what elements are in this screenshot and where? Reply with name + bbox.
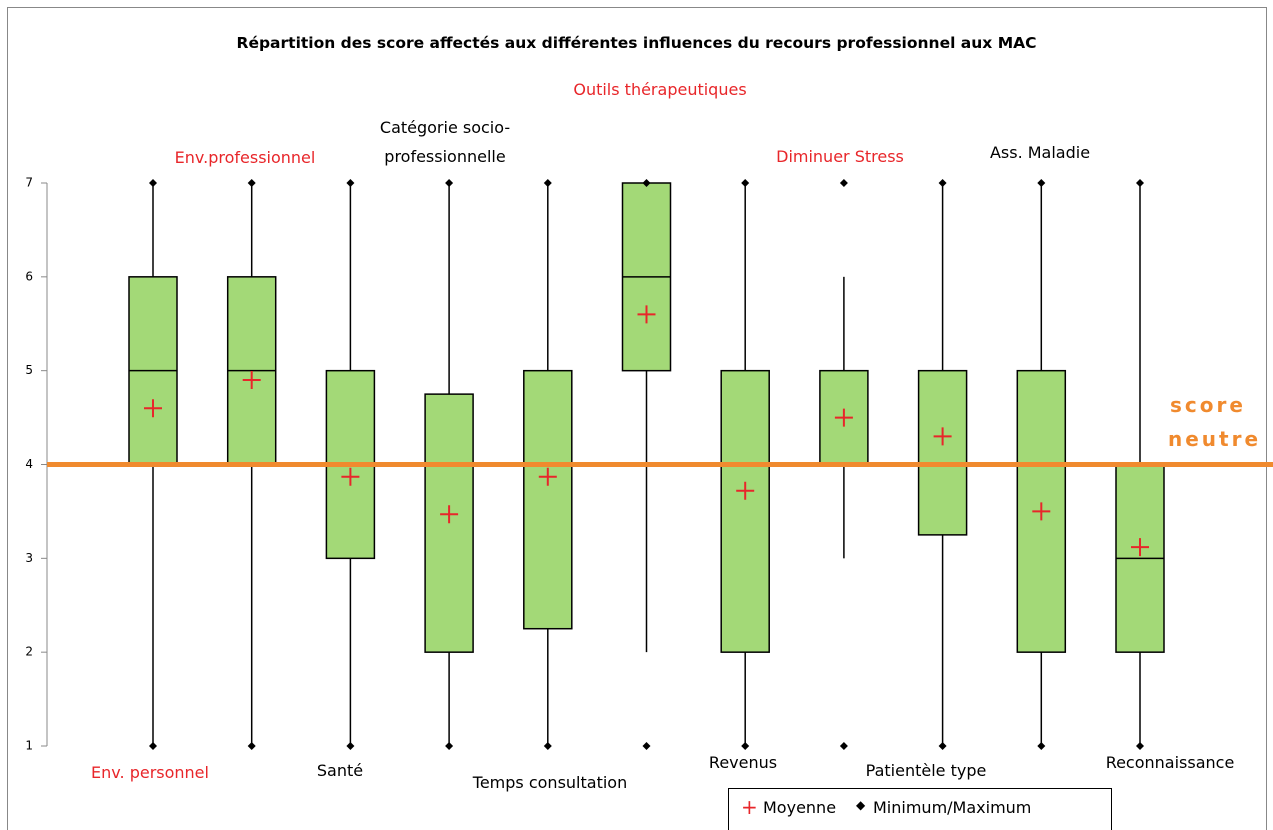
max-point	[1037, 179, 1046, 187]
min-point	[642, 742, 651, 750]
min-point	[839, 742, 848, 750]
category-label: Patientèle type	[865, 761, 987, 780]
max-point	[543, 179, 552, 187]
mean-marker	[736, 481, 755, 500]
min-point	[543, 742, 552, 750]
min-point	[247, 742, 256, 750]
box	[819, 369, 869, 466]
box	[523, 369, 573, 630]
min-point	[741, 742, 750, 750]
max-point	[1136, 179, 1144, 187]
legend-mean-symbol: +	[741, 795, 758, 819]
legend-minmax: Minimum/Maximum	[873, 798, 1032, 817]
mean-marker	[637, 305, 656, 324]
category-label: Env. personnel	[91, 763, 209, 782]
max-point	[839, 179, 848, 187]
category-label: Santé	[316, 761, 364, 780]
min-point	[445, 742, 454, 750]
mean-marker	[538, 467, 557, 486]
box	[917, 369, 968, 536]
max-point	[445, 179, 454, 187]
category-label: Catégorie socio-professionnelle	[379, 118, 511, 166]
frame	[7, 7, 1267, 830]
legend-minmax-symbol: ◆	[856, 798, 866, 812]
min-point	[149, 742, 157, 750]
min-point	[346, 742, 355, 750]
max-point	[642, 179, 651, 187]
legend: + Moyenne ◆ Minimum/Maximum	[728, 788, 1112, 830]
category-label: Ass. Maladie	[989, 143, 1091, 162]
max-point	[346, 179, 355, 187]
category-label: Reconnaissance	[1105, 753, 1235, 772]
mean-marker	[341, 467, 360, 486]
category-label: Revenus	[708, 753, 778, 772]
category-label: Outils thérapeutiques	[573, 80, 747, 99]
y-tick-label: 2	[25, 645, 33, 659]
mean-marker	[1032, 502, 1051, 521]
reference-label: score neutre	[1168, 393, 1262, 451]
mean-marker	[144, 399, 162, 418]
max-point	[247, 179, 256, 187]
mean-marker	[1131, 538, 1149, 557]
category-label: Temps consultation	[472, 773, 628, 792]
y-tick-label: 5	[25, 363, 33, 377]
max-point	[741, 179, 750, 187]
mean-marker	[834, 408, 853, 427]
y-tick-label: 4	[25, 457, 33, 471]
y-tick-label: 3	[25, 551, 33, 565]
y-tick-label: 1	[25, 739, 33, 753]
legend-mean: Moyenne	[763, 798, 837, 817]
y-tick-label: 6	[25, 269, 33, 283]
box	[720, 369, 770, 653]
min-point	[1037, 742, 1046, 750]
min-point	[938, 742, 947, 750]
category-label: Diminuer Stress	[776, 147, 904, 166]
min-point	[1136, 742, 1144, 750]
mean-marker	[440, 505, 459, 524]
max-point	[149, 179, 157, 187]
max-point	[938, 179, 947, 187]
chart-title: Répartition des score affectés aux diffé…	[236, 34, 1037, 52]
category-label: Env.professionnel	[174, 148, 316, 167]
mean-marker	[242, 371, 261, 390]
mean-marker	[933, 427, 952, 446]
y-tick-label: 7	[25, 176, 33, 190]
